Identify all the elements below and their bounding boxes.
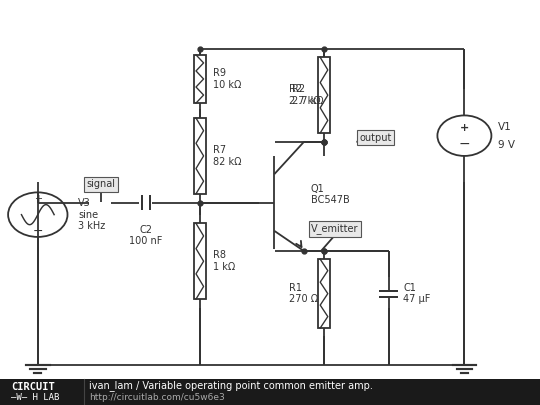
Bar [0, 379, 540, 405]
Text: V1: V1 [498, 122, 511, 132]
Text: V3
sine
3 kHz: V3 sine 3 kHz [78, 198, 105, 231]
Text: C1
47 μF: C1 47 μF [403, 283, 431, 305]
Text: R1
270 Ω: R1 270 Ω [289, 283, 318, 305]
Bar [318, 259, 330, 328]
Bar [194, 118, 206, 194]
Text: +: + [34, 194, 42, 204]
Text: R2
2.7 kΩ: R2 2.7 kΩ [289, 84, 321, 106]
Text: V_emitter: V_emitter [311, 224, 359, 234]
Text: C2
100 nF: C2 100 nF [129, 225, 163, 246]
Text: R7
82 kΩ: R7 82 kΩ [213, 145, 242, 167]
Text: signal: signal [86, 179, 116, 189]
Text: ivan_lam / Variable operating point common emitter amp.: ivan_lam / Variable operating point comm… [89, 381, 373, 392]
Bar [194, 224, 206, 299]
Text: 9 V: 9 V [498, 140, 515, 150]
Text: R2
2.7 kΩ: R2 2.7 kΩ [292, 84, 323, 106]
Text: output: output [359, 133, 392, 143]
Text: +: + [460, 123, 469, 132]
Text: −: − [458, 136, 470, 150]
Bar [194, 55, 206, 103]
Text: Q1
BC547B: Q1 BC547B [310, 183, 349, 205]
Text: http://circuitlab.com/cu5w6e3: http://circuitlab.com/cu5w6e3 [89, 393, 225, 402]
Text: —W— H LAB: —W— H LAB [11, 393, 59, 402]
Bar [318, 58, 330, 133]
Text: R8
1 kΩ: R8 1 kΩ [213, 250, 235, 272]
Text: CIRCUIT: CIRCUIT [11, 382, 55, 392]
Text: −: − [32, 225, 43, 238]
Text: R9
10 kΩ: R9 10 kΩ [213, 68, 242, 90]
